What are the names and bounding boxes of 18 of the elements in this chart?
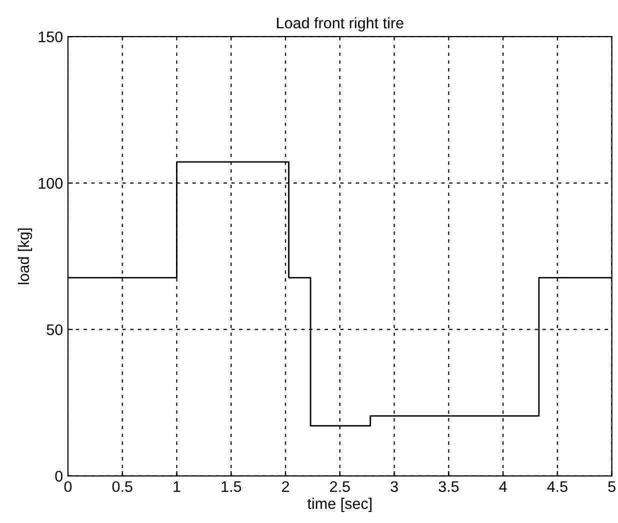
x-tick-label: 1.5	[222, 481, 242, 492]
x-tick-label: 4.5	[547, 481, 568, 492]
x-tick-label: 1	[174, 481, 180, 492]
y-tick-label: 150	[38, 31, 63, 42]
y-axis-title: load [kg]	[18, 228, 32, 284]
x-tick-label: 3.5	[438, 481, 459, 492]
x-tick-label: 0	[64, 481, 72, 492]
x-tick-label: 5	[608, 481, 616, 492]
x-axis-title: time [sec]	[307, 498, 372, 512]
y-tick-label: 50	[46, 324, 63, 336]
x-tick-label: 3	[390, 481, 398, 492]
y-tick-label: 100	[38, 178, 63, 189]
x-tick-label: 2.5	[330, 481, 350, 492]
x-tick-label: 2	[282, 481, 289, 492]
y-tick-label: 0	[55, 470, 63, 482]
chart-title: Load front right tire	[277, 17, 404, 32]
x-tick-label: 0.5	[112, 481, 132, 492]
x-tick-label: 4	[499, 481, 507, 492]
